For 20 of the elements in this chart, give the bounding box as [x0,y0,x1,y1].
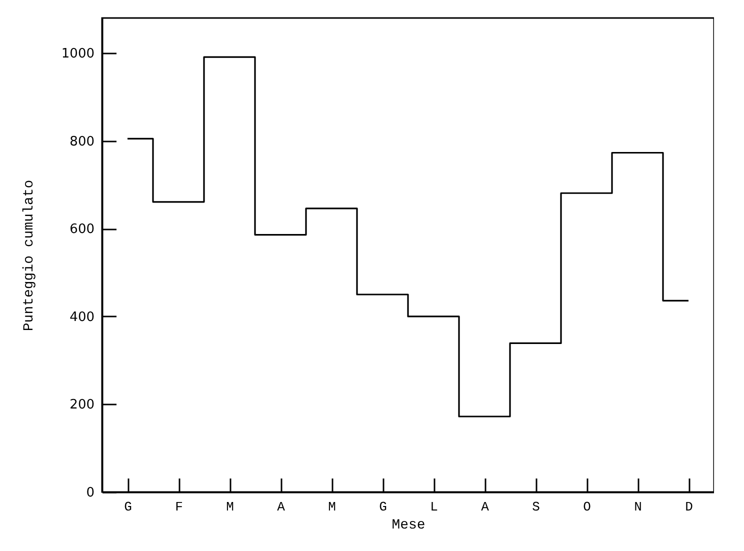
x-tick-label: M [328,500,336,514]
x-tick-label: L [430,500,438,514]
x-tick-label: G [124,500,132,514]
y-tick-label: 400 [70,310,94,325]
x-tick-label: O [583,500,592,514]
x-tick-label: A [277,500,286,514]
x-tick-label: A [481,500,490,514]
x-tick-label: N [634,500,642,514]
y-tick-label: 1000 [61,46,94,62]
x-tick-label: D [685,500,694,514]
x-tick-label: F [175,500,183,514]
x-tick-label: G [379,500,387,514]
y-tick-label: 200 [70,398,94,413]
x-axis-title: Mese [392,518,426,534]
y-tick-label: 600 [70,222,94,238]
y-axis-title: Punteggio cumulato [21,180,38,332]
x-tick-label: S [532,500,540,514]
y-tick-label: 0 [86,486,94,500]
y-tick-label: 800 [70,134,94,150]
x-tick-label: M [226,500,234,514]
